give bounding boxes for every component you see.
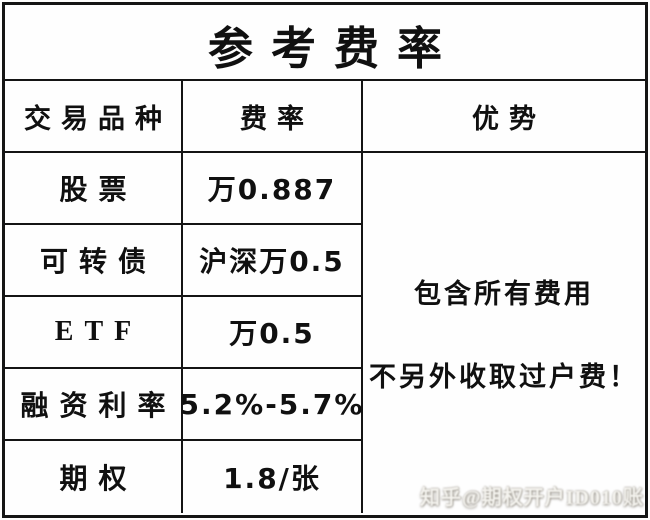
product-cell-options: 期权 <box>5 441 183 513</box>
column-header-advantage: 优势 <box>363 81 645 153</box>
rate-cell-stocks: 万0.887 <box>183 153 363 225</box>
rate-cell-margin-rate: 5.2%-5.7% <box>180 369 363 441</box>
rate-cell-convertible-bonds: 沪深万0.5 <box>183 225 363 297</box>
advantage-line-2: 不另外收取过户费！ <box>369 362 639 392</box>
rate-cell-etf: 万0.5 <box>183 297 363 369</box>
page-title: 参考费率 <box>207 23 460 74</box>
advantage-cell: 包含所有费用 不另外收取过户费！ <box>363 153 645 513</box>
fee-table: 交易品种 费率 优势 包含所有费用 不另外收取过户费！ 股票 万0.887 可转… <box>5 81 645 513</box>
advantage-line-1: 包含所有费用 <box>414 279 594 309</box>
product-cell-stocks: 股票 <box>5 153 183 225</box>
table-title-row: 参考费率 <box>5 5 645 81</box>
rate-cell-options: 1.8/张 <box>183 441 363 513</box>
product-cell-etf: ETF <box>5 297 183 369</box>
column-header-rate: 费率 <box>183 81 363 153</box>
product-cell-margin-rate: 融资利率 <box>5 369 183 441</box>
product-cell-convertible-bonds: 可转债 <box>5 225 183 297</box>
column-header-product: 交易品种 <box>5 81 183 153</box>
